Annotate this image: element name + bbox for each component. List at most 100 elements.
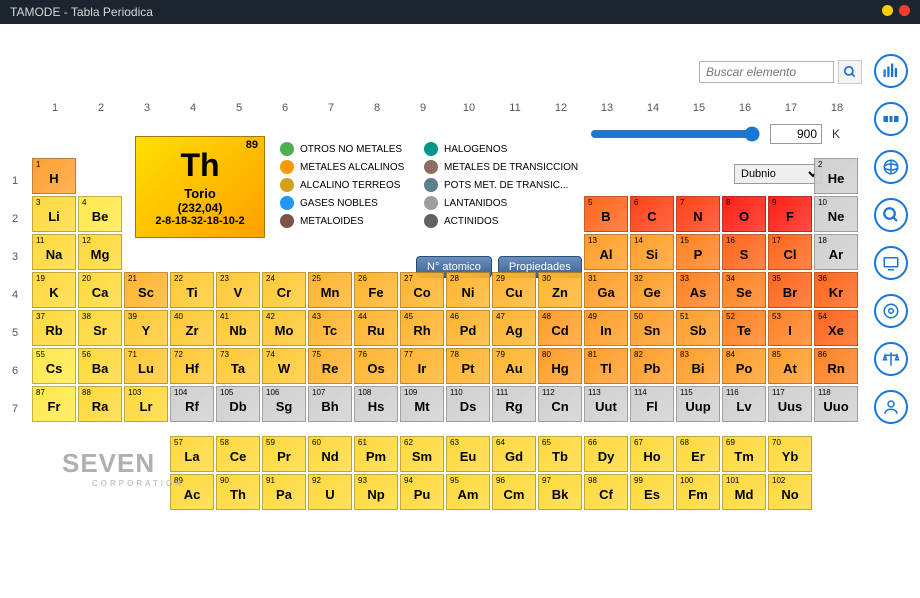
- element-cell-md[interactable]: 101Md: [722, 474, 766, 510]
- element-cell-np[interactable]: 93Np: [354, 474, 398, 510]
- element-cell-sr[interactable]: 38Sr: [78, 310, 122, 346]
- element-cell-es[interactable]: 99Es: [630, 474, 674, 510]
- element-cell-nb[interactable]: 41Nb: [216, 310, 260, 346]
- element-cell-th[interactable]: 90Th: [216, 474, 260, 510]
- element-cell-mo[interactable]: 42Mo: [262, 310, 306, 346]
- element-cell-rn[interactable]: 86Rn: [814, 348, 858, 384]
- element-cell-cs[interactable]: 55Cs: [32, 348, 76, 384]
- element-cell-eu[interactable]: 63Eu: [446, 436, 490, 472]
- element-cell-kr[interactable]: 36Kr: [814, 272, 858, 308]
- element-cell-uup[interactable]: 115Uup: [676, 386, 720, 422]
- element-cell-ba[interactable]: 56Ba: [78, 348, 122, 384]
- element-cell-i[interactable]: 53I: [768, 310, 812, 346]
- element-cell-ti[interactable]: 22Ti: [170, 272, 214, 308]
- element-cell-bk[interactable]: 97Bk: [538, 474, 582, 510]
- element-cell-lu[interactable]: 71Lu: [124, 348, 168, 384]
- temperature-slider[interactable]: [590, 126, 760, 142]
- element-cell-v[interactable]: 23V: [216, 272, 260, 308]
- tool-phase-icon[interactable]: [874, 102, 908, 136]
- element-cell-sb[interactable]: 51Sb: [676, 310, 720, 346]
- element-cell-pa[interactable]: 91Pa: [262, 474, 306, 510]
- element-cell-s[interactable]: 16S: [722, 234, 766, 270]
- element-cell-au[interactable]: 79Au: [492, 348, 536, 384]
- element-cell-sc[interactable]: 21Sc: [124, 272, 168, 308]
- element-cell-rg[interactable]: 111Rg: [492, 386, 536, 422]
- tool-chart-icon[interactable]: [874, 54, 908, 88]
- element-cell-y[interactable]: 39Y: [124, 310, 168, 346]
- element-cell-am[interactable]: 95Am: [446, 474, 490, 510]
- element-cell-pm[interactable]: 61Pm: [354, 436, 398, 472]
- element-cell-uut[interactable]: 113Uut: [584, 386, 628, 422]
- element-cell-ta[interactable]: 73Ta: [216, 348, 260, 384]
- element-cell-lr[interactable]: 103Lr: [124, 386, 168, 422]
- element-cell-fm[interactable]: 100Fm: [676, 474, 720, 510]
- element-cell-ga[interactable]: 31Ga: [584, 272, 628, 308]
- element-cell-br[interactable]: 35Br: [768, 272, 812, 308]
- element-cell-w[interactable]: 74W: [262, 348, 306, 384]
- element-cell-er[interactable]: 68Er: [676, 436, 720, 472]
- element-cell-cu[interactable]: 29Cu: [492, 272, 536, 308]
- element-cell-gd[interactable]: 64Gd: [492, 436, 536, 472]
- element-cell-o[interactable]: 8O: [722, 196, 766, 232]
- element-cell-fr[interactable]: 87Fr: [32, 386, 76, 422]
- element-cell-ir[interactable]: 77Ir: [400, 348, 444, 384]
- element-cell-os[interactable]: 76Os: [354, 348, 398, 384]
- element-cell-uuo[interactable]: 118Uuo: [814, 386, 858, 422]
- tool-globe-icon[interactable]: [874, 150, 908, 184]
- element-cell-yb[interactable]: 70Yb: [768, 436, 812, 472]
- element-cell-hg[interactable]: 80Hg: [538, 348, 582, 384]
- element-select[interactable]: Dubnio: [734, 164, 822, 184]
- element-cell-lv[interactable]: 116Lv: [722, 386, 766, 422]
- element-cell-be[interactable]: 4Be: [78, 196, 122, 232]
- element-cell-cr[interactable]: 24Cr: [262, 272, 306, 308]
- element-cell-at[interactable]: 85At: [768, 348, 812, 384]
- element-cell-hs[interactable]: 108Hs: [354, 386, 398, 422]
- element-cell-ra[interactable]: 88Ra: [78, 386, 122, 422]
- element-cell-na[interactable]: 11Na: [32, 234, 76, 270]
- element-cell-rb[interactable]: 37Rb: [32, 310, 76, 346]
- tool-monitor-icon[interactable]: [874, 246, 908, 280]
- temperature-input[interactable]: [770, 124, 822, 144]
- element-cell-bi[interactable]: 83Bi: [676, 348, 720, 384]
- element-cell-as[interactable]: 33As: [676, 272, 720, 308]
- element-cell-ne[interactable]: 10Ne: [814, 196, 858, 232]
- element-cell-te[interactable]: 52Te: [722, 310, 766, 346]
- element-cell-se[interactable]: 34Se: [722, 272, 766, 308]
- element-cell-tc[interactable]: 43Tc: [308, 310, 352, 346]
- tool-disc-icon[interactable]: [874, 294, 908, 328]
- element-cell-u[interactable]: 92U: [308, 474, 352, 510]
- element-cell-al[interactable]: 13Al: [584, 234, 628, 270]
- element-cell-pd[interactable]: 46Pd: [446, 310, 490, 346]
- element-cell-rf[interactable]: 104Rf: [170, 386, 214, 422]
- element-cell-f[interactable]: 9F: [768, 196, 812, 232]
- element-cell-bh[interactable]: 107Bh: [308, 386, 352, 422]
- element-cell-co[interactable]: 27Co: [400, 272, 444, 308]
- element-cell-ag[interactable]: 47Ag: [492, 310, 536, 346]
- element-cell-pr[interactable]: 59Pr: [262, 436, 306, 472]
- element-cell-fe[interactable]: 26Fe: [354, 272, 398, 308]
- element-cell-sg[interactable]: 106Sg: [262, 386, 306, 422]
- element-cell-pu[interactable]: 94Pu: [400, 474, 444, 510]
- element-cell-tm[interactable]: 69Tm: [722, 436, 766, 472]
- element-cell-in[interactable]: 49In: [584, 310, 628, 346]
- element-cell-ge[interactable]: 32Ge: [630, 272, 674, 308]
- element-cell-n[interactable]: 7N: [676, 196, 720, 232]
- element-cell-nd[interactable]: 60Nd: [308, 436, 352, 472]
- element-cell-cf[interactable]: 98Cf: [584, 474, 628, 510]
- element-cell-uus[interactable]: 117Uus: [768, 386, 812, 422]
- element-cell-mt[interactable]: 109Mt: [400, 386, 444, 422]
- element-cell-tb[interactable]: 65Tb: [538, 436, 582, 472]
- element-cell-sn[interactable]: 50Sn: [630, 310, 674, 346]
- element-cell-ni[interactable]: 28Ni: [446, 272, 490, 308]
- element-cell-po[interactable]: 84Po: [722, 348, 766, 384]
- element-cell-mg[interactable]: 12Mg: [78, 234, 122, 270]
- element-cell-fl[interactable]: 114Fl: [630, 386, 674, 422]
- element-cell-k[interactable]: 19K: [32, 272, 76, 308]
- element-cell-ca[interactable]: 20Ca: [78, 272, 122, 308]
- element-cell-tl[interactable]: 81Tl: [584, 348, 628, 384]
- element-cell-he[interactable]: 2He: [814, 158, 858, 194]
- element-cell-cd[interactable]: 48Cd: [538, 310, 582, 346]
- element-cell-cn[interactable]: 112Cn: [538, 386, 582, 422]
- element-cell-li[interactable]: 3Li: [32, 196, 76, 232]
- tool-balance-icon[interactable]: [874, 342, 908, 376]
